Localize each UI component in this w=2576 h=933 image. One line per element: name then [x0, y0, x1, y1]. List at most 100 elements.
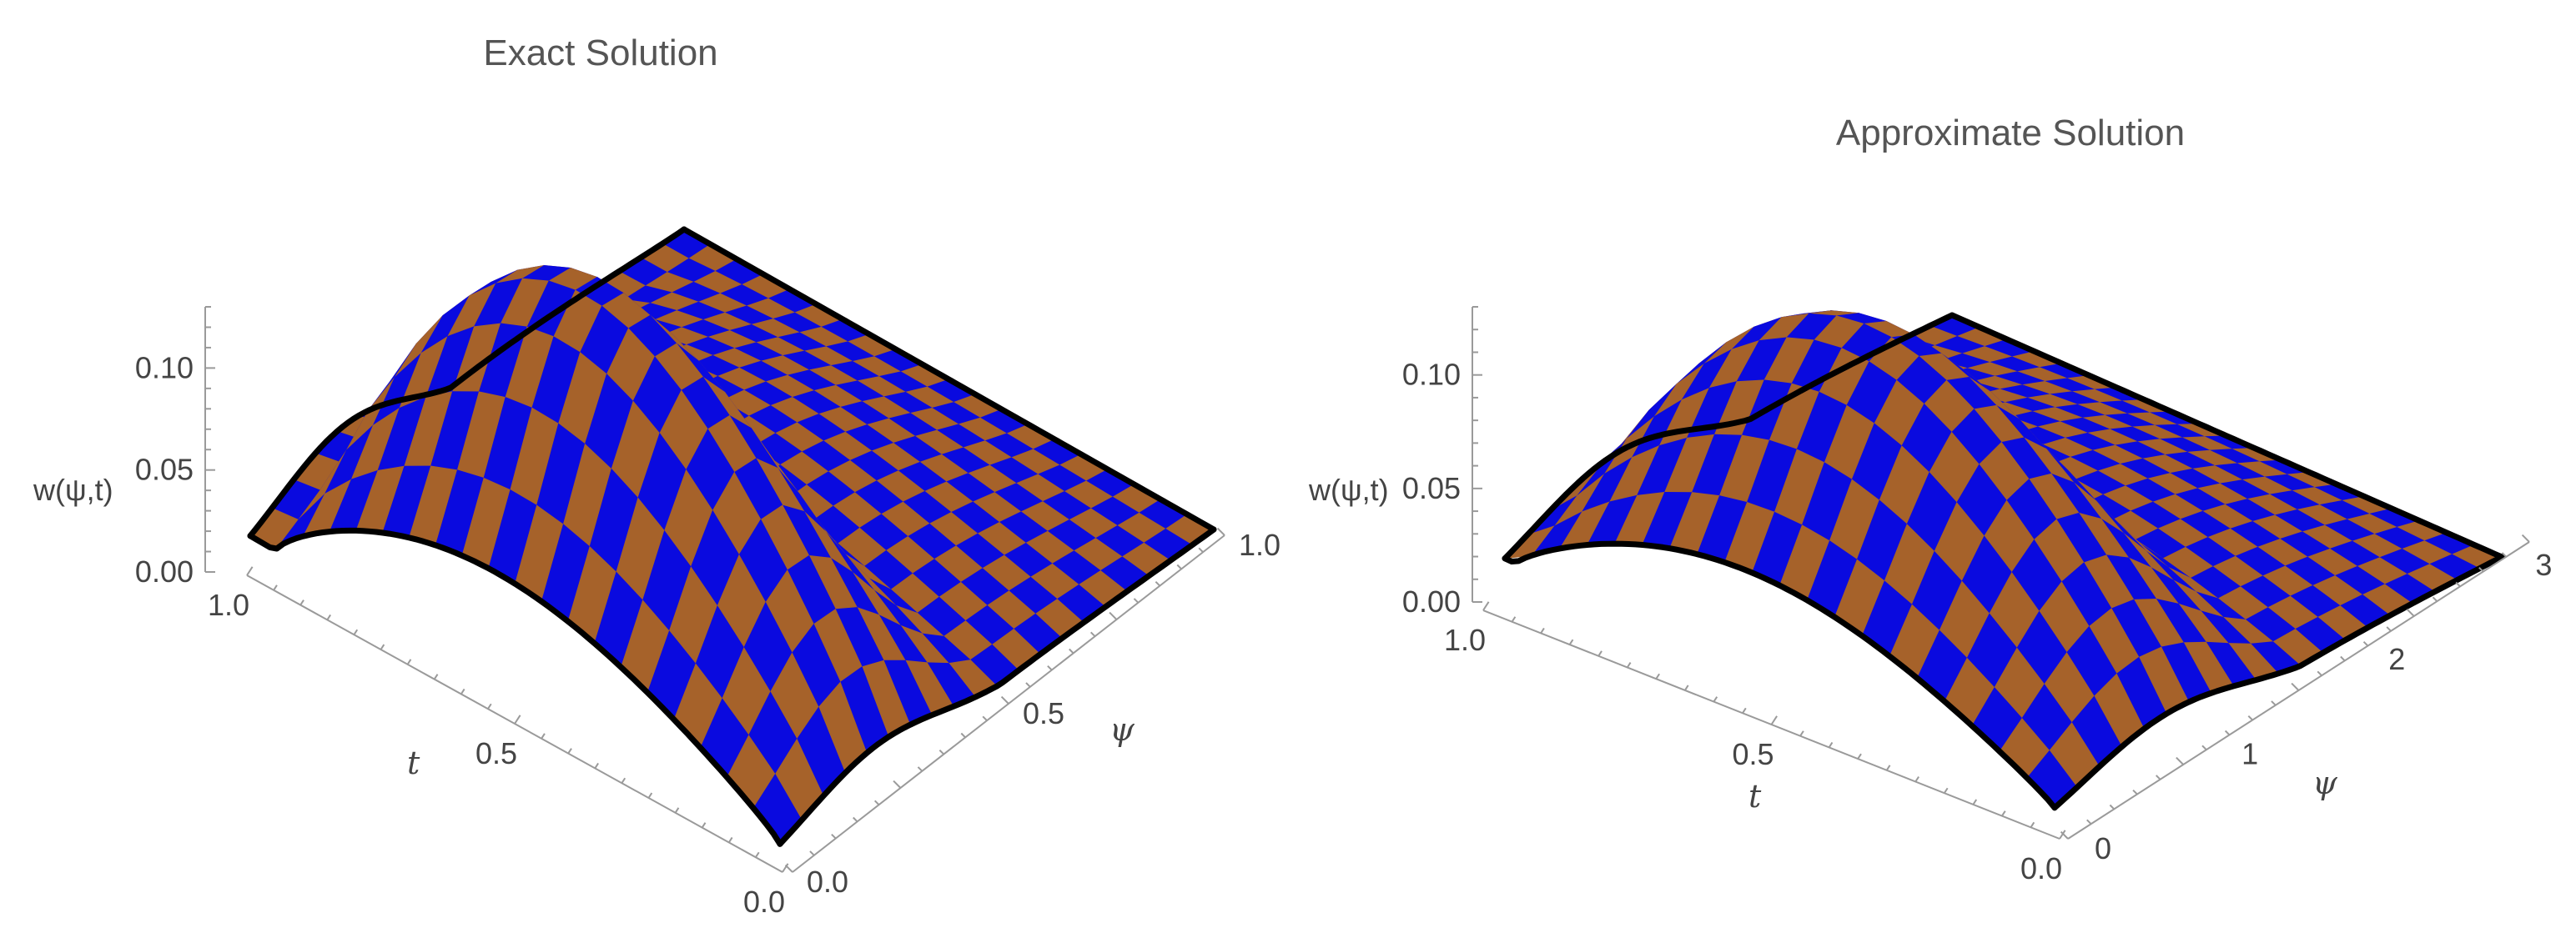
exact-solution-plot: 0.00 0.05 0.10 0.0 0.5 1.0 0.0 0.5 1.0 w(ψ,t) t ψ E…	[33, 33, 1280, 919]
psi-axis-tick	[873, 800, 880, 805]
psi-axis-tick	[2291, 682, 2300, 691]
psi-axis-tick	[2362, 640, 2369, 647]
t-axis-tick	[1482, 601, 1490, 611]
t-axis-tick	[2030, 821, 2035, 828]
t-axis-tick	[1857, 753, 1862, 760]
t-axis-tick	[1972, 799, 1978, 805]
t-axis-tick	[674, 807, 680, 814]
psi-axis-tick	[1047, 665, 1053, 671]
t-axis-tick	[433, 674, 439, 680]
approximate-solution-panel: 0.00 0.05 0.10 0.0 0.5 1.0 0 1 2 3 w(ψ,t) t ψ Approx…	[1288, 0, 2576, 933]
z-tick-label: 0.00	[1402, 584, 1461, 619]
t-tick-label: 1.0	[208, 588, 249, 622]
t-axis-tick	[1684, 685, 1689, 691]
t-tick-label: 0.0	[2020, 851, 2062, 885]
t-axis-tick	[487, 703, 492, 710]
psi-axis-tick	[2271, 700, 2277, 706]
psi-tick-label: 1.0	[1239, 528, 1280, 562]
psi-axis-label: ψ	[2312, 765, 2338, 801]
psi-axis-tick	[1216, 527, 1225, 536]
z-axis-label: w(ψ,t)	[33, 473, 113, 507]
psi-axis-tick	[2155, 775, 2161, 780]
t-axis-tick	[406, 659, 412, 665]
exact-solution-panel: 0.00 0.05 0.10 0.0 0.5 1.0 0.0 0.5 1.0 w(ψ,t) t ψ E…	[33, 33, 1280, 919]
psi-axis-tick	[1109, 611, 1118, 620]
z-tick-label: 0.05	[1402, 471, 1461, 505]
surface-edge-back	[247, 226, 687, 539]
psi-axis-tick	[2060, 830, 2069, 840]
t-axis-tick	[594, 762, 599, 769]
psi-axis-tick	[2201, 745, 2207, 750]
t-tick-label: 1.0	[1444, 623, 1486, 657]
psi-axis-tick	[1155, 580, 1161, 587]
t-axis-tick	[1713, 696, 1718, 703]
t-axis-tick	[1885, 765, 1891, 771]
psi-axis-tick	[2521, 534, 2530, 543]
t-axis-tick	[1626, 662, 1632, 669]
psi-tick-label: 3	[2535, 548, 2552, 582]
t-axis-tick	[541, 733, 546, 740]
t-axis-tick	[326, 614, 331, 620]
t-axis-tick	[514, 715, 521, 725]
t-axis-tick	[1511, 616, 1517, 623]
t-tick-label: 0.0	[743, 885, 785, 919]
t-axis-tick	[1540, 627, 1545, 634]
psi-tick-label: 2	[2388, 642, 2405, 676]
t-axis-tick	[1655, 673, 1660, 680]
psi-axis-tick	[893, 780, 902, 789]
t-axis-tick	[246, 566, 254, 576]
psi-axis-tick	[2317, 670, 2322, 676]
t-axis-tick	[1914, 776, 1919, 783]
chart-title: Approximate Solution	[1836, 113, 2185, 153]
t-axis-tick	[567, 748, 572, 755]
psi-axis-tick	[960, 732, 966, 739]
t-axis-tick	[1597, 650, 1602, 657]
surface-edge-right	[681, 226, 1217, 533]
psi-axis-tick	[2132, 789, 2138, 795]
psi-axis-tick	[2501, 552, 2508, 558]
psi-axis-tick	[2247, 715, 2253, 721]
surface-edge-right	[1949, 312, 2505, 560]
t-axis-label: t	[1748, 778, 1762, 815]
t-axis-tick	[755, 851, 760, 858]
t-axis-tick	[2001, 810, 2006, 817]
psi-axis-tick	[917, 766, 923, 772]
psi-tick-label: 0	[2095, 831, 2111, 865]
z-tick-label: 0.10	[1402, 358, 1461, 392]
surface-edge-front	[2051, 554, 2505, 811]
t-tick-label: 0.5	[1732, 737, 1774, 771]
psi-axis-tick	[853, 816, 858, 823]
psi-axis-tick	[2340, 655, 2346, 662]
surface-edge-left	[247, 527, 783, 847]
t-axis-tick	[380, 644, 385, 650]
t-axis-tick	[701, 822, 707, 829]
psi-axis-tick	[2224, 730, 2231, 736]
z-axis-label: w(ψ,t)	[1308, 473, 1389, 507]
approximate-solution-plot: 0.00 0.05 0.10 0.0 0.5 1.0 0 1 2 3 w(ψ,t) t ψ Approx…	[1308, 113, 2552, 885]
t-axis-tick	[460, 688, 465, 695]
psi-axis-tick	[1000, 695, 1009, 705]
psi-axis-tick	[2432, 596, 2438, 602]
psi-axis-tick	[1198, 547, 1204, 553]
surface-edge-front	[777, 526, 1217, 847]
z-tick-label: 0.10	[135, 350, 194, 384]
psi-tick-label: 0.5	[1023, 696, 1064, 730]
psi-axis-tick	[831, 833, 837, 840]
psi-axis-tick	[2086, 819, 2092, 825]
t-axis-tick	[727, 836, 733, 843]
psi-axis-tick	[1133, 598, 1140, 604]
psi-axis-tick	[938, 749, 945, 755]
t-axis-tick	[353, 629, 359, 635]
psi-axis-tick	[1069, 648, 1074, 655]
t-axis-tick	[2059, 830, 2066, 840]
t-axis-label: t	[407, 745, 420, 781]
t-axis-tick	[1943, 787, 1949, 794]
psi-axis-tick	[1089, 631, 1096, 637]
psi-axis-tick	[982, 715, 988, 721]
t-axis-tick	[1568, 639, 1574, 645]
psi-axis-tick	[784, 864, 793, 873]
z-tick-label: 0.05	[135, 453, 194, 487]
psi-axis-tick	[2455, 581, 2461, 588]
t-axis-tick	[273, 584, 278, 591]
surface-edge-left	[1502, 540, 2058, 811]
